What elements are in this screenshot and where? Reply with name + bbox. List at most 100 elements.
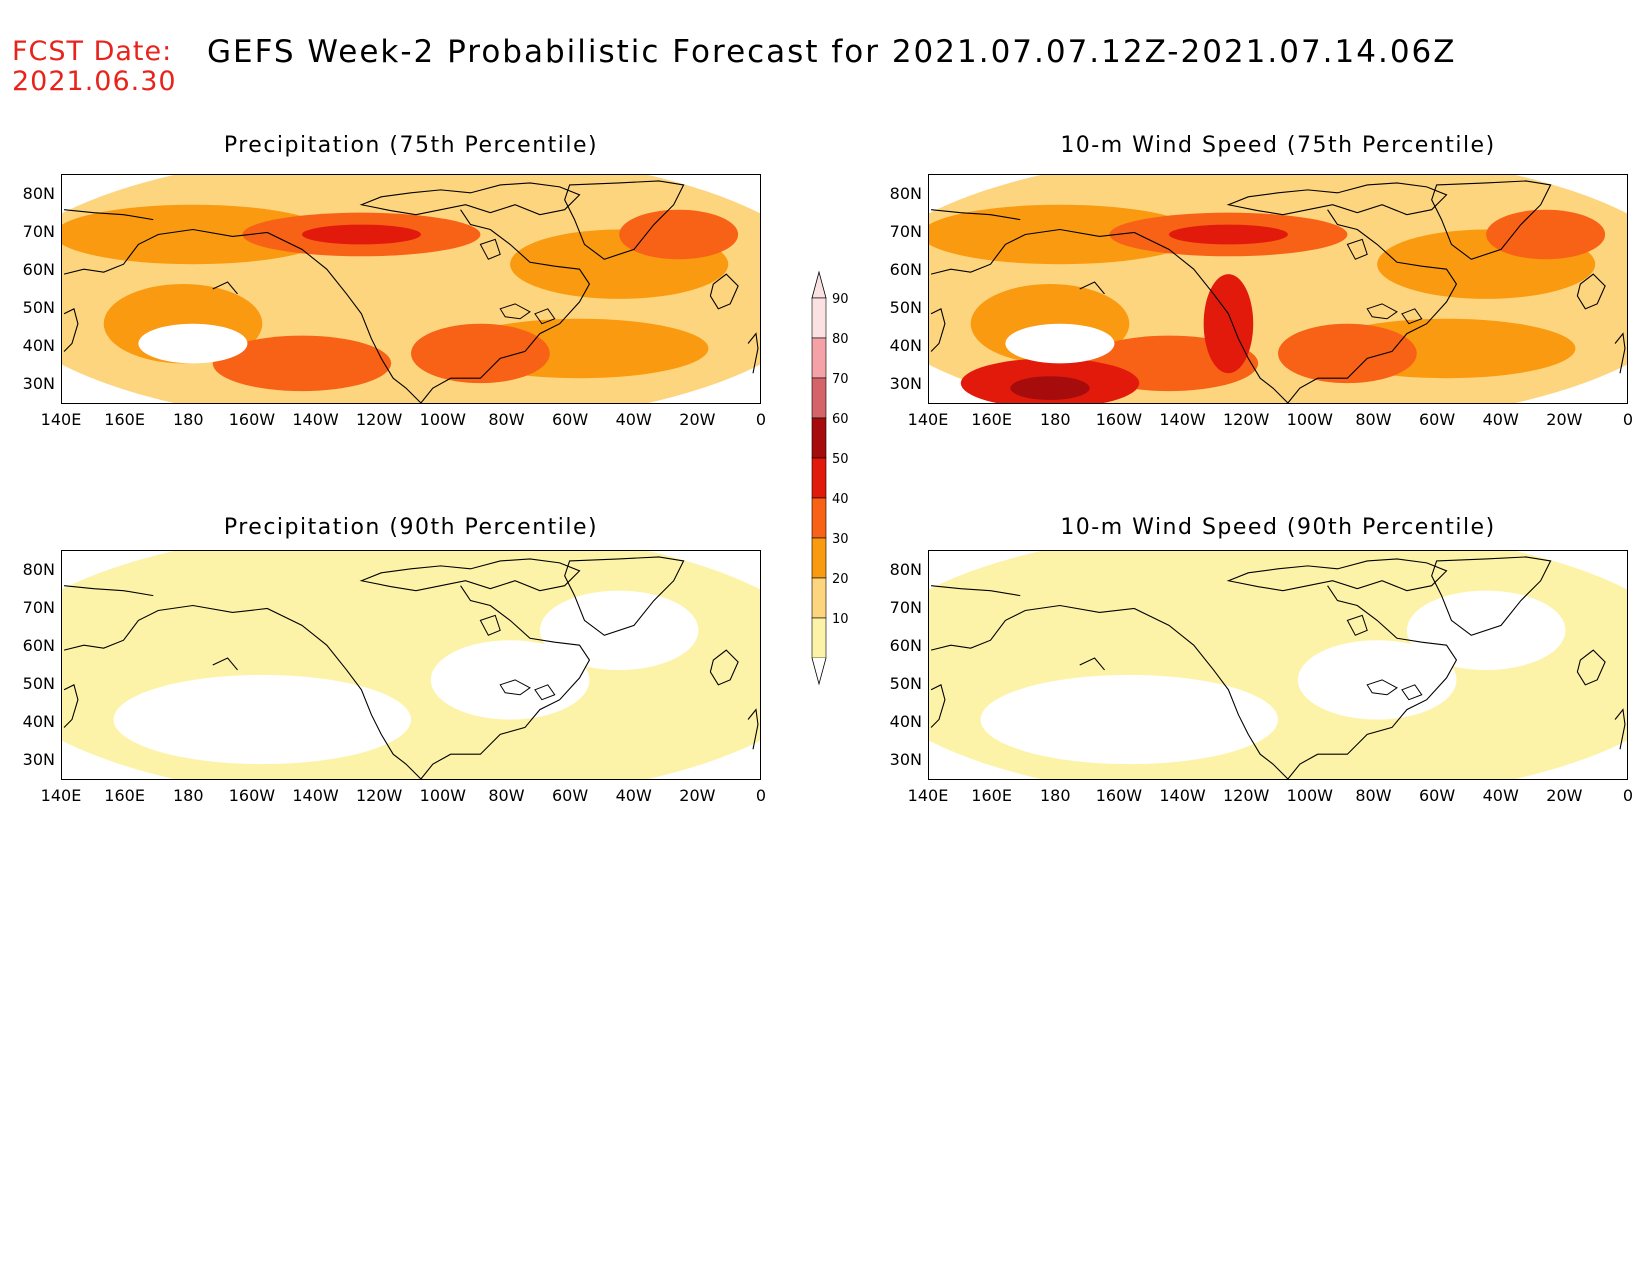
coastline: [564, 180, 685, 260]
lon-tick-label: 0: [1622, 410, 1634, 429]
colorbar-label: 30: [832, 532, 849, 547]
coastline: [747, 708, 759, 750]
lat-tick-label: 50N: [22, 674, 55, 693]
lon-tick-label: 40W: [615, 786, 652, 805]
colorbar-swatch: [811, 497, 827, 539]
lat-tick-label: 80N: [889, 184, 922, 203]
colorbar-label: 50: [832, 452, 849, 467]
colorbar-swatch: [811, 337, 827, 379]
fcst-date-value: 2021.06.30: [12, 66, 177, 97]
coastline: [63, 604, 422, 779]
coastline: [1079, 281, 1105, 295]
colorbar-swatch: [811, 297, 827, 339]
coastline: [420, 209, 591, 403]
panel-title-wind-75: 10-m Wind Speed (75th Percentile): [1060, 133, 1496, 158]
lon-tick-label: 20W: [1546, 410, 1583, 429]
colorbar-swatch: [811, 617, 827, 659]
coastline: [1226, 558, 1448, 592]
coastline: [1576, 273, 1606, 310]
lon-tick-label: 0: [755, 786, 767, 805]
fcst-date-label: FCST Date:: [12, 36, 173, 67]
lake-outline: [479, 614, 501, 636]
colorbar-label: 40: [832, 492, 849, 507]
coastline: [63, 209, 154, 221]
lake-outline: [1401, 308, 1423, 325]
lon-tick-label: 100W: [1286, 786, 1333, 805]
coastline: [63, 684, 79, 728]
map-wind-75: [928, 174, 1628, 404]
contour-fill: [430, 640, 590, 720]
contour-fill: [1278, 323, 1417, 384]
lat-tick-label: 80N: [22, 184, 55, 203]
colorbar-graphic: 90 80 70 60 50 40 30 20 10: [811, 270, 849, 686]
colorbar-swatch: [811, 417, 827, 459]
lake-outline: [499, 303, 531, 320]
lon-tick-label: 180: [172, 410, 204, 429]
lon-tick-label: 80W: [488, 410, 525, 429]
lon-tick-label: 140W: [1159, 410, 1206, 429]
colorbar-label: 20: [832, 572, 849, 587]
lon-tick-label: 80W: [1355, 786, 1392, 805]
panel-title-precip-75: Precipitation (75th Percentile): [223, 133, 599, 158]
lake-outline: [1366, 679, 1398, 696]
contour-fill: [113, 674, 411, 765]
coastline: [212, 657, 238, 671]
coastline: [212, 281, 238, 295]
contour-fill: [619, 209, 739, 260]
lon-tick-label: 60W: [551, 786, 589, 805]
contour-fill: [1168, 224, 1288, 245]
coastline: [930, 604, 1289, 779]
map-field: [62, 175, 760, 403]
coastline: [1431, 180, 1552, 260]
lat-tick-label: 80N: [22, 560, 55, 579]
colorbar-swatch: [811, 377, 827, 419]
contour-fill: [301, 224, 421, 245]
lon-tick-label: 80W: [488, 786, 525, 805]
contour-fill: [980, 674, 1278, 765]
lake-outline: [534, 684, 556, 701]
colorbar-swatch: [811, 577, 827, 619]
lon-tick-label: 180: [172, 786, 204, 805]
coastline: [63, 585, 154, 597]
lon-tick-label: 60W: [551, 410, 589, 429]
lat-tick-label: 50N: [889, 674, 922, 693]
map-field: [929, 551, 1627, 779]
coastline: [930, 684, 946, 728]
colorbar-label: 70: [832, 372, 849, 387]
lat-tick-label: 80N: [889, 560, 922, 579]
coastline: [359, 182, 581, 216]
lon-tick-label: 40W: [1482, 786, 1519, 805]
lon-tick-label: 140E: [907, 786, 949, 805]
coastline: [1287, 585, 1458, 779]
lat-tick-label: 70N: [889, 222, 922, 241]
lon-tick-label: 40W: [615, 410, 652, 429]
coastline: [709, 649, 739, 686]
lat-tick-label: 40N: [22, 712, 55, 731]
lon-tick-label: 120W: [355, 786, 403, 805]
contour-fill: [1005, 323, 1115, 364]
colorbar-swatch: [811, 457, 827, 499]
contour-fill: [929, 204, 1199, 265]
panel-title-wind-90: 10-m Wind Speed (90th Percentile): [1060, 515, 1496, 540]
lake-outline: [1346, 614, 1368, 636]
map-field: [62, 551, 760, 779]
colorbar-label: 60: [832, 412, 849, 427]
lon-tick-label: 140W: [292, 410, 339, 429]
colorbar-label: 90: [832, 292, 849, 307]
lon-tick-label: 140E: [40, 410, 82, 429]
lon-tick-label: 100W: [1286, 410, 1333, 429]
coastline: [1576, 649, 1606, 686]
lat-tick-label: 70N: [889, 598, 922, 617]
colorbar-swatch: [811, 537, 827, 579]
contour-fill: [138, 323, 248, 364]
lon-tick-label: 0: [755, 410, 767, 429]
lon-tick-label: 120W: [1222, 410, 1270, 429]
colorbar: 90 80 70 60 50 40 30 20 10: [810, 270, 870, 690]
contour-fill: [411, 323, 550, 384]
lake-outline: [1366, 303, 1398, 320]
lat-tick-label: 70N: [22, 222, 55, 241]
coastline: [1226, 182, 1448, 216]
lon-tick-label: 160E: [971, 786, 1012, 805]
colorbar-label: 80: [832, 332, 849, 347]
lat-tick-label: 50N: [22, 298, 55, 317]
